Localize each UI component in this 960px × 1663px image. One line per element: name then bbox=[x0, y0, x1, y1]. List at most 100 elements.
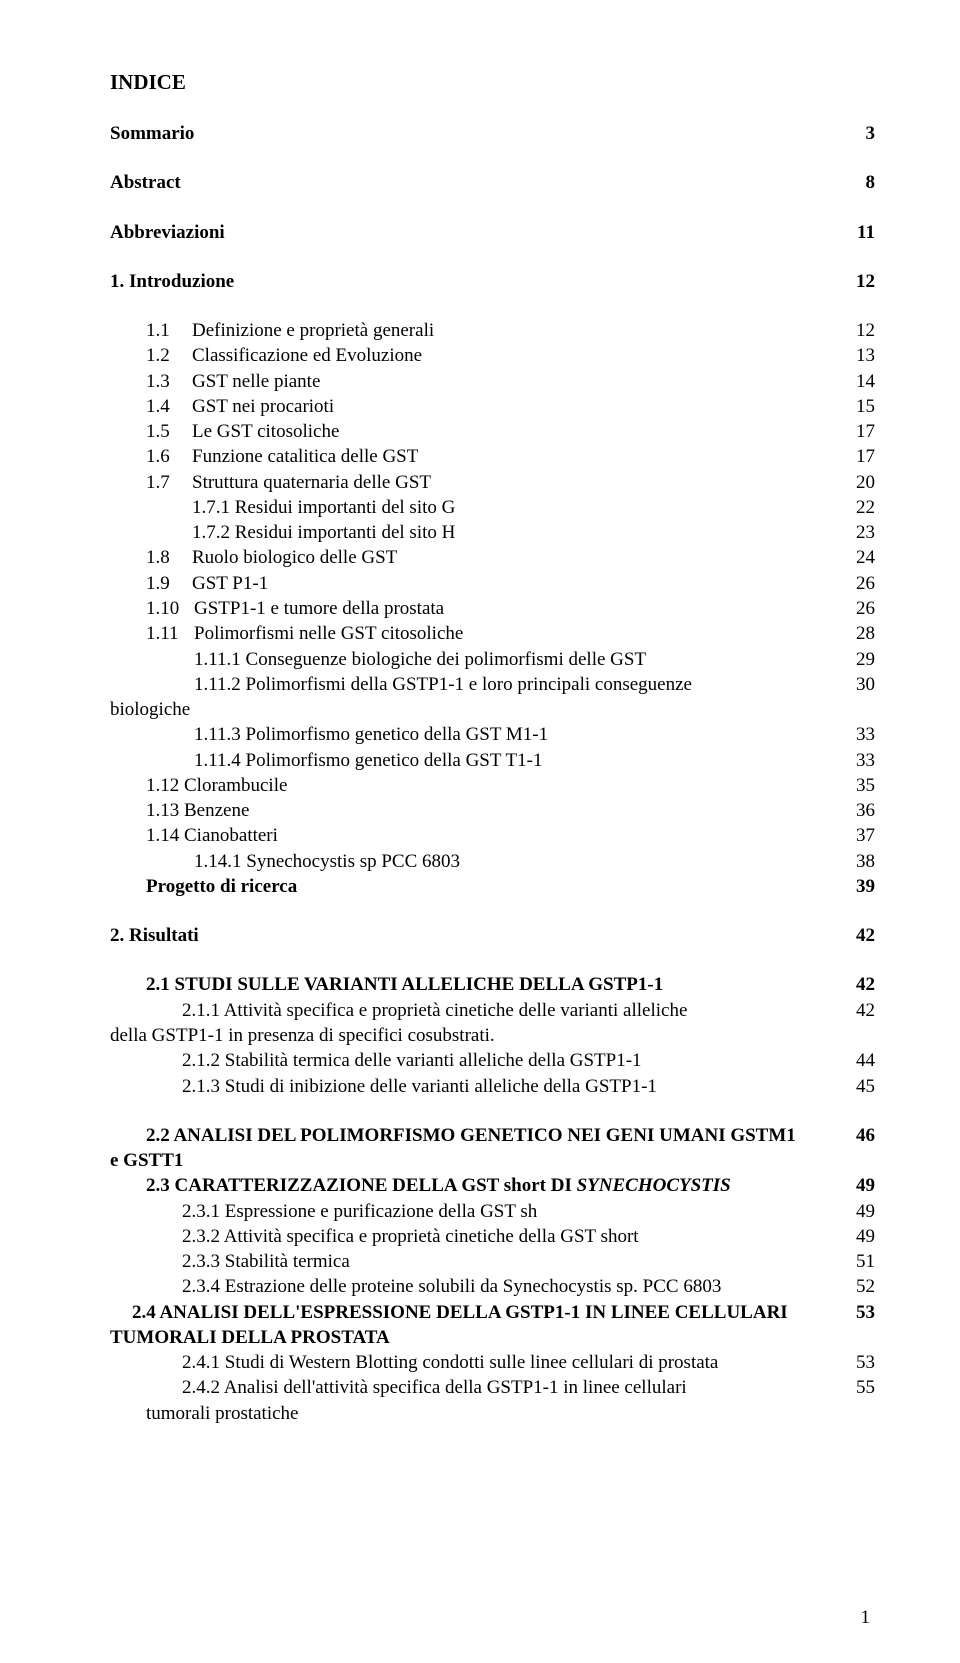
toc-row: 1.11Polimorfismi nelle GST citosoliche 2… bbox=[110, 621, 875, 646]
toc-label: 1.10GSTP1-1 e tumore della prostata bbox=[146, 596, 831, 621]
toc-row: 2.4 ANALISI DELL'ESPRESSIONE DELLA GSTP1… bbox=[110, 1300, 875, 1325]
toc-label: biologiche bbox=[110, 697, 831, 722]
toc-page: 46 bbox=[831, 1123, 875, 1148]
toc-page: 33 bbox=[831, 748, 875, 773]
toc-row: 1.13 Benzene 36 bbox=[110, 798, 875, 823]
toc-page: 38 bbox=[831, 849, 875, 874]
toc-page: 15 bbox=[831, 394, 875, 419]
toc-page: 36 bbox=[831, 798, 875, 823]
toc-label: 1.8Ruolo biologico delle GST bbox=[146, 545, 831, 570]
toc-row: 1.2Classificazione ed Evoluzione 13 bbox=[110, 343, 875, 368]
toc-page: 51 bbox=[831, 1249, 875, 1274]
toc-page: 12 bbox=[831, 318, 875, 343]
toc-page: 30 bbox=[831, 672, 875, 697]
toc-row: e GSTT1 bbox=[110, 1148, 875, 1173]
toc-row: 1.5Le GST citosoliche 17 bbox=[110, 419, 875, 444]
toc-page: 24 bbox=[831, 545, 875, 570]
toc-label: 1.2Classificazione ed Evoluzione bbox=[146, 343, 831, 368]
toc-label: Abbreviazioni bbox=[110, 220, 831, 245]
toc-page: 29 bbox=[831, 647, 875, 672]
toc-label: 1.14 Cianobatteri bbox=[146, 823, 831, 848]
toc-label: 1.12 Clorambucile bbox=[146, 773, 831, 798]
toc-page: 17 bbox=[831, 444, 875, 469]
toc-label: 2.4 ANALISI DELL'ESPRESSIONE DELLA GSTP1… bbox=[132, 1300, 831, 1325]
page-number: 1 bbox=[861, 1607, 871, 1629]
toc-page: 42 bbox=[831, 923, 875, 948]
toc-page: 37 bbox=[831, 823, 875, 848]
toc-page: 3 bbox=[831, 121, 875, 146]
toc-row: 2.4.2 Analisi dell'attività specifica de… bbox=[110, 1375, 875, 1400]
page-title: INDICE bbox=[110, 70, 875, 95]
toc-row: 2.1.3 Studi di inibizione delle varianti… bbox=[110, 1074, 875, 1099]
toc-row: 2.3.1 Espressione e purificazione della … bbox=[110, 1199, 875, 1224]
toc-row: 1.7.2 Residui importanti del sito H 23 bbox=[110, 520, 875, 545]
toc-label: 1.3GST nelle piante bbox=[146, 369, 831, 394]
toc-page: 20 bbox=[831, 470, 875, 495]
toc-page: 42 bbox=[831, 998, 875, 1023]
toc-page: 17 bbox=[831, 419, 875, 444]
toc-row: 1.11.1 Conseguenze biologiche dei polimo… bbox=[110, 647, 875, 672]
toc-page: 49 bbox=[831, 1224, 875, 1249]
toc-label: 1.11Polimorfismi nelle GST citosoliche bbox=[146, 621, 831, 646]
toc-row: 2.4.1 Studi di Western Blotting condotti… bbox=[110, 1350, 875, 1375]
toc-label: 2.1 STUDI SULLE VARIANTI ALLELICHE DELLA… bbox=[146, 972, 831, 997]
toc-row: 2.3.2 Attività specifica e proprietà cin… bbox=[110, 1224, 875, 1249]
toc-page: 55 bbox=[831, 1375, 875, 1400]
toc-row: 1. Introduzione 12 bbox=[110, 269, 875, 294]
toc-row: della GSTP1-1 in presenza di specifici c… bbox=[110, 1023, 875, 1048]
toc-row: 2.3.4 Estrazione delle proteine solubili… bbox=[110, 1274, 875, 1299]
toc-page: 22 bbox=[831, 495, 875, 520]
toc-label: 1.9GST P1-1 bbox=[146, 571, 831, 596]
toc-row: 2.3.3 Stabilità termica 51 bbox=[110, 1249, 875, 1274]
toc-label: 1.14.1 Synechocystis sp PCC 6803 bbox=[194, 849, 831, 874]
toc-label: TUMORALI DELLA PROSTATA bbox=[110, 1325, 831, 1350]
toc-label: 1.5Le GST citosoliche bbox=[146, 419, 831, 444]
toc-row: 2.3 CARATTERIZZAZIONE DELLA GST short DI… bbox=[110, 1173, 875, 1198]
toc-label: 1.6Funzione catalitica delle GST bbox=[146, 444, 831, 469]
toc-page: 11 bbox=[831, 220, 875, 245]
toc-page: 8 bbox=[831, 170, 875, 195]
toc-row: TUMORALI DELLA PROSTATA bbox=[110, 1325, 875, 1350]
toc-label: 1.7.2 Residui importanti del sito H bbox=[192, 520, 831, 545]
toc-row: 1.6Funzione catalitica delle GST 17 bbox=[110, 444, 875, 469]
document-page: INDICE Sommario 3 Abstract 8 Abbreviazio… bbox=[0, 0, 960, 1663]
toc-label: 1.11.1 Conseguenze biologiche dei polimo… bbox=[194, 647, 831, 672]
toc-page: 33 bbox=[831, 722, 875, 747]
toc-label: 2.3.2 Attività specifica e proprietà cin… bbox=[182, 1224, 831, 1249]
toc-row: 1.11.2 Polimorfismi della GSTP1-1 e loro… bbox=[110, 672, 875, 697]
toc-label: 1.1Definizione e proprietà generali bbox=[146, 318, 831, 343]
toc-label: 1.7Struttura quaternaria delle GST bbox=[146, 470, 831, 495]
toc-label: 1.7.1 Residui importanti del sito G bbox=[192, 495, 831, 520]
toc-label: Sommario bbox=[110, 121, 831, 146]
toc-label: 2.3.1 Espressione e purificazione della … bbox=[182, 1199, 831, 1224]
toc-label: 1. Introduzione bbox=[110, 269, 831, 294]
toc-row: 1.14 Cianobatteri 37 bbox=[110, 823, 875, 848]
toc-row: 1.14.1 Synechocystis sp PCC 6803 38 bbox=[110, 849, 875, 874]
toc-row: 1.12 Clorambucile 35 bbox=[110, 773, 875, 798]
toc-row: 2.2 ANALISI DEL POLIMORFISMO GENETICO NE… bbox=[110, 1123, 875, 1148]
toc-row: 2. Risultati 42 bbox=[110, 923, 875, 948]
toc-label: 2.1.2 Stabilità termica delle varianti a… bbox=[182, 1048, 831, 1073]
toc-page: 12 bbox=[831, 269, 875, 294]
toc-page: 28 bbox=[831, 621, 875, 646]
toc-row: 1.3GST nelle piante 14 bbox=[110, 369, 875, 394]
toc-row: Abstract 8 bbox=[110, 170, 875, 195]
toc-label: Abstract bbox=[110, 170, 831, 195]
toc-label: della GSTP1-1 in presenza di specifici c… bbox=[110, 1023, 831, 1048]
toc-row: 2.1.1 Attività specifica e proprietà cin… bbox=[110, 998, 875, 1023]
toc-label: 2.1.1 Attività specifica e proprietà cin… bbox=[182, 998, 831, 1023]
toc-page: 13 bbox=[831, 343, 875, 368]
toc-page: 53 bbox=[831, 1300, 875, 1325]
toc-label: 2.4.2 Analisi dell'attività specifica de… bbox=[182, 1375, 831, 1400]
toc-label: 1.11.2 Polimorfismi della GSTP1-1 e loro… bbox=[194, 672, 831, 697]
toc-label: Progetto di ricerca bbox=[146, 874, 831, 899]
toc-page: 14 bbox=[831, 369, 875, 394]
toc-row: 2.1.2 Stabilità termica delle varianti a… bbox=[110, 1048, 875, 1073]
toc-page: 26 bbox=[831, 571, 875, 596]
toc-row: Progetto di ricerca 39 bbox=[110, 874, 875, 899]
toc-label: 1.11.3 Polimorfismo genetico della GST M… bbox=[194, 722, 831, 747]
toc-row: Abbreviazioni 11 bbox=[110, 220, 875, 245]
toc-label: e GSTT1 bbox=[110, 1148, 831, 1173]
toc-row: 1.4GST nei procarioti 15 bbox=[110, 394, 875, 419]
toc-label: 1.4GST nei procarioti bbox=[146, 394, 831, 419]
